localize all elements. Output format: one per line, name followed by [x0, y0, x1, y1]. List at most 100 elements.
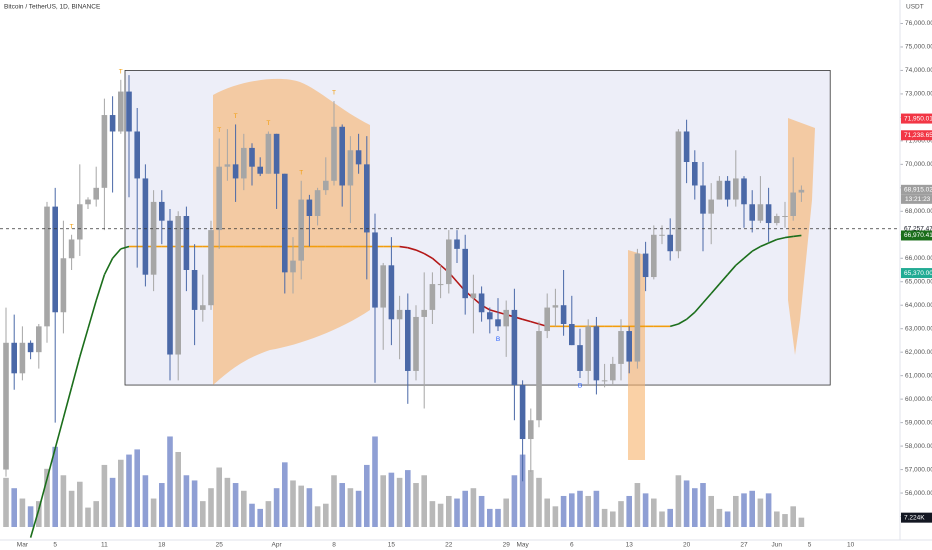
- y-tick-label: 70,000.00: [905, 161, 932, 168]
- volume-bar: [716, 508, 723, 527]
- trend-line: [407, 246, 417, 251]
- candle-body: [126, 91, 132, 132]
- trend-line: [54, 417, 65, 449]
- volume-bar: [659, 511, 665, 527]
- trend-line: [751, 245, 761, 252]
- volume-bar: [429, 501, 436, 527]
- candle-body: [675, 131, 682, 252]
- trend-line: [776, 236, 786, 241]
- volume-bar: [364, 464, 370, 527]
- volume-bar: [528, 470, 534, 527]
- trend-line: [399, 245, 408, 249]
- volume-bar: [651, 498, 657, 527]
- candle-body: [331, 126, 337, 181]
- volume-bar: [700, 483, 706, 527]
- volume-bar: [437, 503, 444, 527]
- candle-body: [683, 131, 690, 162]
- trend-line: [793, 234, 802, 238]
- candle-body: [716, 180, 723, 200]
- candle-body: [27, 342, 34, 353]
- trend-line: [415, 249, 425, 255]
- price-tag-label: 66,970.41: [904, 232, 932, 239]
- candle-body: [552, 305, 559, 308]
- x-tick-label: 20: [683, 542, 691, 549]
- countdown-box: [901, 194, 932, 204]
- volume-bar: [585, 495, 591, 527]
- volume-bar: [183, 475, 190, 527]
- volume-bar: [241, 490, 247, 527]
- volume-bar: [569, 493, 575, 527]
- volume-bar: [692, 488, 698, 527]
- x-tick-label: 10: [847, 542, 855, 549]
- volume-bar: [101, 464, 108, 527]
- price-tag-label: 71,950.01: [904, 115, 932, 122]
- candle-body: [175, 216, 181, 355]
- volume-bar: [519, 454, 526, 527]
- volume-bar: [314, 506, 321, 527]
- volume-bar: [774, 511, 780, 527]
- candle-body: [413, 316, 419, 371]
- volume-bar: [380, 475, 386, 527]
- volume-bar: [634, 483, 641, 527]
- trend-line: [743, 250, 753, 259]
- volume-tag-label: 7.224K: [904, 514, 925, 521]
- y-tick-label: 59,000.00: [905, 419, 932, 426]
- candle-body: [118, 91, 124, 132]
- trend-line: [522, 318, 532, 323]
- volume-bar: [421, 475, 427, 527]
- price-tag: [901, 268, 932, 279]
- y-tick-label: 61,000.00: [905, 372, 932, 379]
- candle-body: [429, 284, 436, 310]
- candle-body: [150, 201, 157, 275]
- candle-body: [536, 331, 542, 421]
- chart-title: Bitcoin / TetherUS, 1D, BINANCE: [4, 4, 101, 11]
- candle-body: [224, 164, 231, 167]
- trend-line: [726, 264, 737, 276]
- volume-bar: [216, 467, 222, 527]
- price-tag-label: 68,915.02: [904, 187, 932, 194]
- signal-label: T: [332, 90, 336, 97]
- candle-body: [388, 265, 395, 320]
- candle-body: [593, 326, 600, 381]
- candle-body: [208, 230, 214, 306]
- candle-body: [421, 309, 427, 317]
- candle-body: [380, 265, 386, 308]
- candle-body: [183, 216, 190, 270]
- candle-body: [339, 126, 345, 186]
- volume-bar: [601, 508, 608, 527]
- volume-bar: [790, 506, 796, 527]
- volume-bar: [487, 508, 493, 527]
- volume-bar: [298, 485, 304, 527]
- volume-bar: [626, 495, 632, 527]
- volume-bar: [77, 481, 83, 527]
- candle-body: [11, 342, 17, 374]
- trend-line: [120, 245, 130, 250]
- candle-body: [651, 234, 657, 278]
- trend-line: [718, 274, 729, 285]
- candle-body: [142, 178, 149, 275]
- y-tick-label: 71,000.00: [905, 138, 932, 145]
- volume-bar: [593, 490, 600, 527]
- x-tick-label: 5: [53, 542, 57, 549]
- candle-body: [503, 309, 509, 327]
- volume-bar: [372, 436, 378, 527]
- candle-body: [585, 326, 591, 371]
- x-tick-label: 8: [332, 542, 336, 549]
- volume-bar: [175, 451, 181, 527]
- candle-body: [659, 234, 665, 236]
- y-tick-label: 64,000.00: [905, 302, 932, 309]
- volume-bar: [454, 498, 460, 527]
- candle-body: [265, 133, 272, 174]
- y-tick-label: 66,000.00: [905, 255, 932, 262]
- candle-body: [618, 331, 624, 364]
- signal-label: T: [70, 224, 74, 231]
- x-tick-label: May: [516, 542, 529, 549]
- volume-bar: [503, 498, 509, 527]
- volume-bar: [323, 503, 329, 527]
- volume-bar: [85, 507, 91, 527]
- candle-body: [282, 173, 288, 273]
- x-tick-label: 29: [503, 542, 511, 549]
- candle-body: [167, 220, 173, 355]
- volume-bar: [282, 462, 288, 527]
- signal-label: B: [578, 383, 582, 390]
